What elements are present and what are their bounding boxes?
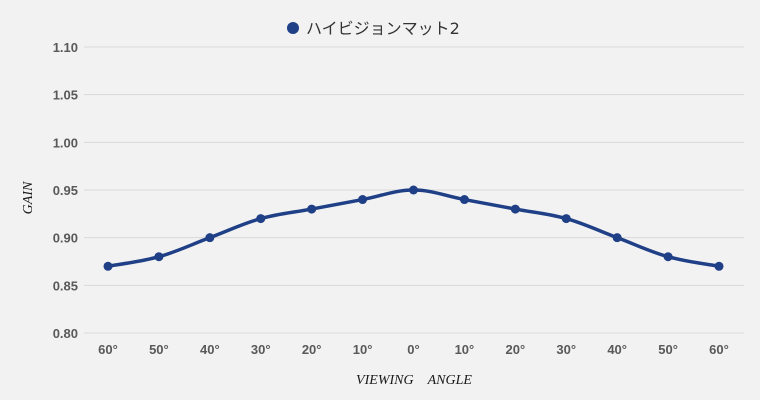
data-point (307, 204, 317, 214)
y-tick-label: 0.85 (53, 278, 78, 293)
x-tick-label: 0° (407, 342, 419, 357)
data-point (205, 233, 215, 243)
x-tick-label: 30° (556, 342, 576, 357)
data-point (459, 195, 469, 205)
x-tick-label: 60° (709, 342, 729, 357)
data-point (561, 214, 571, 224)
legend-marker (287, 22, 299, 34)
x-tick-label: 40° (607, 342, 627, 357)
x-tick-label: 20° (302, 342, 322, 357)
x-tick-label: 60° (98, 342, 118, 357)
data-point (358, 195, 368, 205)
data-point (714, 261, 724, 271)
x-tick-label: 10° (455, 342, 475, 357)
y-tick-label: 0.80 (53, 326, 78, 341)
x-tick-label: 40° (200, 342, 220, 357)
x-tick-label: 30° (251, 342, 271, 357)
series-layer (103, 185, 724, 271)
data-point (103, 261, 113, 271)
data-point (510, 204, 520, 214)
x-tick-label: 10° (353, 342, 373, 357)
x-axis-ticks: 60° 50° 40° 30° 20° 10° 0° 10° 20° 30° 40° 50° 60° (98, 342, 729, 357)
y-tick-label: 0.90 (53, 231, 78, 246)
y-tick-label: 1.10 (53, 40, 78, 55)
y-tick-label: 0.95 (53, 183, 78, 198)
series-line (106, 188, 721, 269)
y-tick-label: 1.05 (53, 88, 78, 103)
legend: ハイビジョンマット2 (287, 19, 460, 38)
data-point (256, 214, 266, 224)
y-axis-title: GAIN (21, 181, 36, 214)
y-axis-ticks: 0.80 0.85 0.90 0.95 1.00 1.05 1.10 (53, 40, 78, 341)
data-point (612, 233, 622, 243)
y-tick-label: 1.00 (53, 135, 78, 150)
x-tick-label: 50° (658, 342, 678, 357)
gridlines (84, 46, 744, 334)
x-axis-title: VIEWING ANGLE (356, 373, 472, 388)
data-point (409, 185, 418, 195)
x-tick-label: 20° (505, 342, 525, 357)
data-point (663, 252, 673, 262)
x-tick-label: 50° (149, 342, 169, 357)
data-point (154, 252, 164, 262)
legend-label: ハイビジョンマット2 (306, 19, 460, 38)
